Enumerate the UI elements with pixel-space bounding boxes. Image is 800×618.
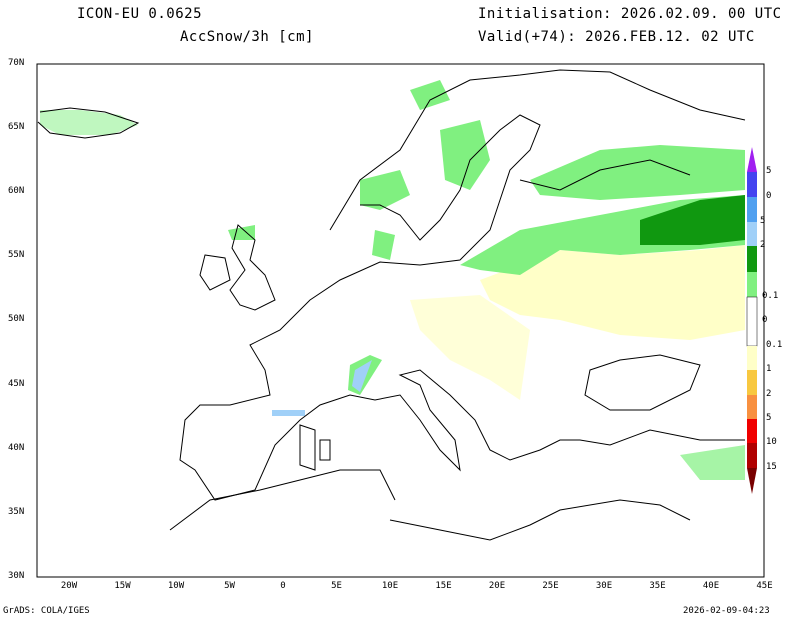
lon-tick-label: 30E [595, 581, 613, 591]
cb-label: 2 [766, 389, 772, 399]
cb-label: 0.1 [762, 291, 779, 301]
lat-tick-label: 65N [8, 122, 25, 133]
cb-label: 0 [762, 315, 768, 325]
coastlines [37, 69, 746, 541]
cb-label: 0 [766, 191, 772, 201]
lat-tick-label: 60N [8, 186, 25, 197]
cb-label: 5 [760, 216, 766, 226]
colorbar [746, 147, 758, 494]
lon-tick-label: 5E [331, 581, 342, 591]
lon-tick-label: 15W [114, 581, 131, 591]
lon-tick-label: 10W [167, 581, 185, 591]
valid-time: Valid(+74): 2026.FEB.12. 02 UTC [478, 29, 755, 45]
map-frame [36, 63, 765, 578]
lon-tick-label: 25E [542, 581, 559, 591]
cb-label: 15 [766, 462, 777, 472]
lon-tick-label: 15E [435, 581, 452, 591]
lon-tick-label: 40E [702, 581, 720, 591]
cb-label: 0.1 [766, 340, 783, 350]
footer-timestamp: 2026-02-09-04:23 [683, 606, 770, 616]
model-title: ICON-EU 0.0625 [77, 6, 203, 22]
lon-tick-label: 10E [381, 581, 399, 591]
cb-label: 5 [766, 413, 772, 423]
lat-tick-label: 40N [8, 442, 25, 453]
variable-title: AccSnow/3h [cm] [180, 29, 314, 45]
lat-tick-label: 55N [8, 250, 25, 261]
lon-tick-label: 45E [756, 581, 773, 591]
init-time: Initialisation: 2026.02.09. 00 UTC [478, 6, 782, 22]
cb-label: 10 [766, 437, 777, 447]
lon-tick-label: 20W [60, 581, 78, 591]
lon-tick-label: 35E [649, 581, 666, 591]
lon-tick-label: 5W [224, 581, 235, 591]
lat-tick-label: 35N [8, 506, 25, 517]
footer-credit: GrADS: COLA/IGES [3, 606, 90, 616]
lat-tick-label: 45N [8, 378, 25, 389]
snow-fields [40, 80, 745, 480]
cb-label: 5 [766, 166, 772, 176]
lat-tick-label: 30N [8, 570, 25, 581]
cb-label: 1 [766, 364, 772, 374]
lat-tick-label: 70N [8, 58, 25, 68]
lat-tick-label: 50N [8, 314, 25, 325]
lon-tick-label: 0 [280, 581, 286, 591]
lon-tick-label: 20E [488, 581, 506, 591]
cb-label: 2 [760, 240, 766, 250]
